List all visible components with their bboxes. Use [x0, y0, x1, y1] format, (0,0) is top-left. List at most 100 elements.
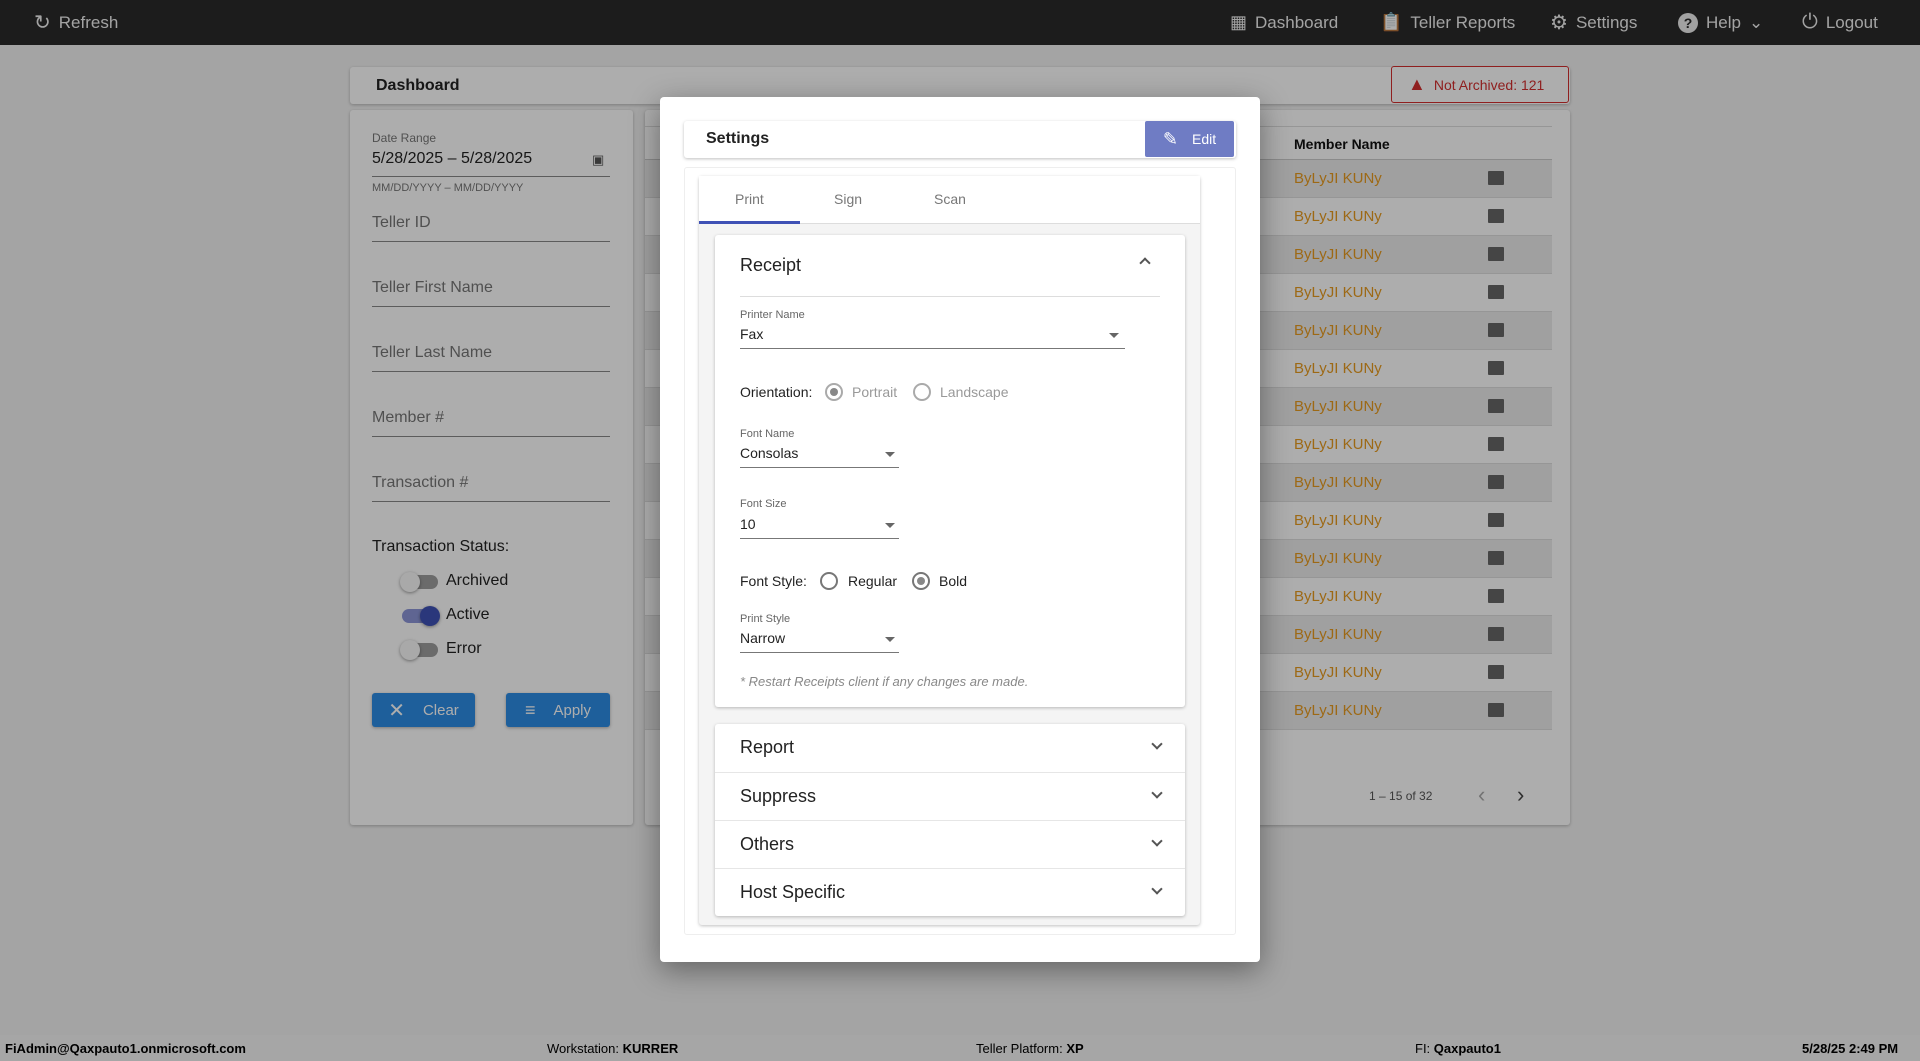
nav-logout[interactable]: ⏻ Logout	[1802, 11, 1878, 33]
chevron-up-icon[interactable]	[1139, 257, 1151, 269]
chevron-down-icon	[1151, 835, 1163, 847]
receipt-icon[interactable]	[1488, 589, 1504, 603]
toggle-archived[interactable]	[400, 572, 438, 592]
bold-radio[interactable]	[912, 572, 930, 590]
filter-field-4[interactable]: Transaction #	[372, 474, 469, 491]
font-name-select[interactable]: Consolas	[740, 445, 899, 468]
member-name[interactable]: ByLyJI KUNy	[1294, 588, 1382, 605]
prev-page-icon[interactable]: ‹	[1478, 782, 1486, 807]
column-member-name[interactable]: Member Name	[1294, 136, 1390, 152]
top-bar: ↻ Refresh ▦ Dashboard 📋 Teller Reports ⚙ Set…	[0, 0, 1920, 45]
member-name[interactable]: ByLyJI KUNy	[1294, 512, 1382, 529]
chevron-down-icon: ⌄	[1748, 12, 1764, 32]
member-name[interactable]: ByLyJI KUNy	[1294, 360, 1382, 377]
refresh-icon: ↻	[34, 12, 51, 34]
member-name[interactable]: ByLyJI KUNy	[1294, 398, 1382, 415]
section-suppress[interactable]: Suppress	[715, 772, 1185, 820]
receipt-icon[interactable]	[1488, 627, 1504, 641]
receipt-icon[interactable]	[1488, 247, 1504, 261]
dialog-title: Settings	[706, 130, 770, 147]
portrait-radio[interactable]	[825, 383, 843, 401]
tab-bar: Print Sign Scan	[699, 176, 1200, 224]
landscape-radio[interactable]	[913, 383, 931, 401]
date-range-label: Date Range	[372, 131, 437, 145]
close-icon: ✕	[388, 699, 405, 722]
receipt-icon[interactable]	[1488, 323, 1504, 337]
tab-scan[interactable]: Scan	[934, 191, 966, 207]
chevron-down-icon	[1151, 738, 1163, 750]
font-name-label: Font Name	[740, 428, 795, 440]
receipt-icon[interactable]	[1488, 209, 1504, 223]
toggle-error[interactable]	[400, 640, 438, 660]
member-name[interactable]: ByLyJI KUNy	[1294, 246, 1382, 263]
member-name[interactable]: ByLyJI KUNy	[1294, 474, 1382, 491]
footer-datetime: 5/28/25 2:49 PM	[1802, 1041, 1899, 1056]
chevron-down-icon	[1151, 787, 1163, 799]
font-style-label: Font Style:	[740, 573, 807, 589]
orientation-label: Orientation:	[740, 384, 813, 400]
receipt-icon[interactable]	[1488, 513, 1504, 527]
nav-dashboard[interactable]: ▦ Dashboard	[1230, 12, 1339, 32]
tab-print[interactable]: Print	[735, 191, 764, 207]
font-size-select[interactable]: 10	[740, 516, 899, 539]
warning-icon: ▲	[1408, 74, 1426, 94]
dropdown-arrow-icon	[1109, 333, 1119, 338]
receipt-icon[interactable]	[1488, 437, 1504, 451]
receipt-icon[interactable]	[1488, 361, 1504, 375]
receipt-title[interactable]: Receipt	[740, 255, 802, 275]
filter-field-3[interactable]: Member #	[372, 409, 445, 426]
footer-user: FiAdmin@Qaxpauto1.onmicrosoft.com	[5, 1041, 246, 1056]
member-name[interactable]: ByLyJI KUNy	[1294, 284, 1382, 301]
apply-button[interactable]: ≡ Apply	[506, 693, 610, 727]
member-name[interactable]: ByLyJI KUNy	[1294, 702, 1382, 719]
nav-settings[interactable]: ⚙ Settings	[1550, 12, 1638, 34]
power-icon: ⏻	[1802, 11, 1818, 33]
receipt-icon[interactable]	[1488, 399, 1504, 413]
member-name[interactable]: ByLyJI KUNy	[1294, 664, 1382, 681]
nav-help[interactable]: ? Help ⌄	[1678, 0, 1763, 45]
clear-button[interactable]: ✕ Clear	[372, 693, 475, 727]
receipt-icon[interactable]	[1488, 551, 1504, 565]
print-style-select[interactable]: Narrow	[740, 630, 899, 653]
font-size-label: Font Size	[740, 498, 787, 510]
refresh-button[interactable]: ↻ Refresh	[34, 12, 119, 34]
transaction-status-label: Transaction Status:	[372, 538, 510, 555]
receipt-icon[interactable]	[1488, 171, 1504, 185]
member-name[interactable]: ByLyJI KUNy	[1294, 208, 1382, 225]
toggle-active[interactable]	[402, 606, 440, 626]
section-others[interactable]: Others	[715, 820, 1185, 868]
active-tab-indicator	[699, 221, 800, 224]
date-range-input[interactable]: 5/28/2025 – 5/28/2025	[372, 150, 533, 167]
dropdown-arrow-icon	[885, 637, 895, 642]
receipt-icon[interactable]	[1488, 703, 1504, 717]
receipt-icon[interactable]	[1488, 665, 1504, 679]
tab-sign[interactable]: Sign	[834, 191, 863, 207]
printer-name-select[interactable]: Fax	[740, 326, 1125, 349]
nav-teller-reports[interactable]: 📋 Teller Reports	[1380, 12, 1516, 32]
restart-note: * Restart Receipts client if any changes…	[740, 674, 1029, 689]
date-hint: MM/DD/YYYY – MM/DD/YYYY	[372, 182, 524, 194]
page-title: Dashboard	[376, 77, 460, 94]
member-name[interactable]: ByLyJI KUNy	[1294, 550, 1382, 567]
receipt-icon[interactable]	[1488, 285, 1504, 299]
footer-fi: Qaxpauto1	[1433, 1041, 1501, 1056]
filter-field-1[interactable]: Teller First Name	[372, 279, 493, 296]
next-page-icon[interactable]: ›	[1517, 782, 1525, 807]
help-icon: ?	[1678, 12, 1698, 33]
regular-radio[interactable]	[820, 572, 838, 590]
member-name[interactable]: ByLyJI KUNy	[1294, 626, 1382, 643]
member-name[interactable]: ByLyJI KUNy	[1294, 436, 1382, 453]
not-archived-badge[interactable]: ▲ Not Archived: 121	[1391, 66, 1569, 103]
section-report[interactable]: Report	[715, 724, 1185, 772]
member-name[interactable]: ByLyJI KUNy	[1294, 322, 1382, 339]
section-host-specific[interactable]: Host Specific	[715, 868, 1185, 916]
filter-field-0[interactable]: Teller ID	[372, 214, 431, 231]
pencil-icon: ✎	[1162, 128, 1178, 149]
settings-header: Settings	[684, 121, 1236, 158]
edit-button[interactable]: ✎ Edit	[1145, 121, 1234, 157]
receipt-icon[interactable]	[1488, 475, 1504, 489]
pagination-range: 1 – 15 of 32	[1369, 789, 1433, 803]
filter-field-2[interactable]: Teller Last Name	[372, 344, 493, 361]
calendar-icon[interactable]: ▣	[592, 152, 605, 167]
member-name[interactable]: ByLyJI KUNy	[1294, 170, 1382, 187]
